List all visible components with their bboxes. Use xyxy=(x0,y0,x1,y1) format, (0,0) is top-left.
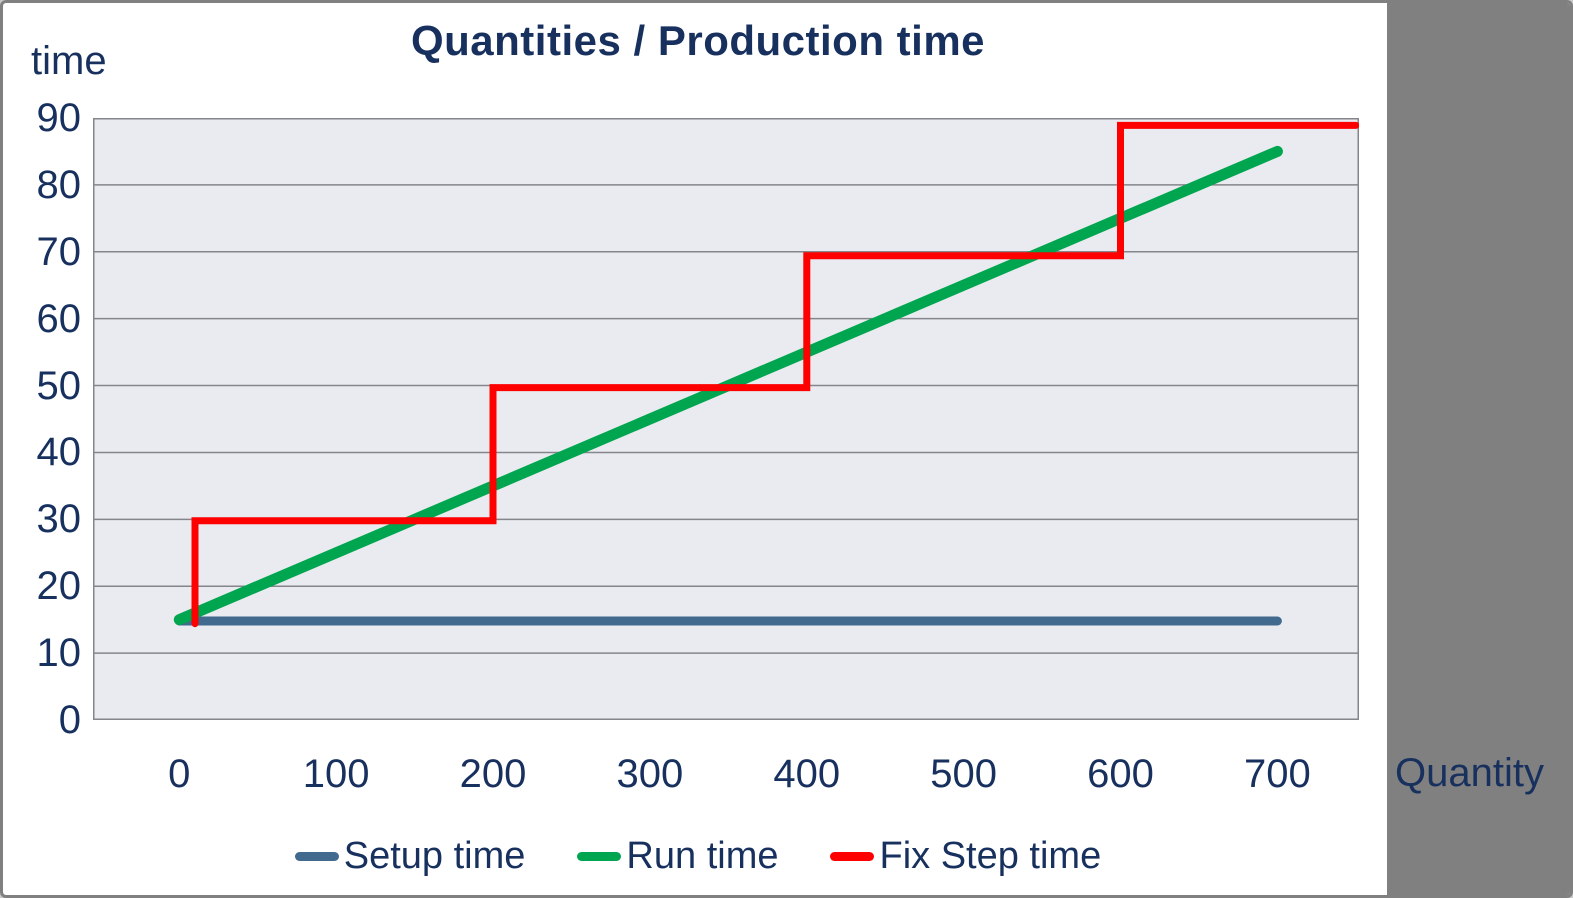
y-tick-label-0: 0 xyxy=(58,698,81,742)
x-tick-label-600: 600 xyxy=(1087,752,1154,796)
y-tick-label-40: 40 xyxy=(36,430,82,475)
x-tick-label-0: 0 xyxy=(168,752,191,796)
right-gray-band xyxy=(1387,3,1570,895)
y-tick-label-80: 80 xyxy=(36,162,82,207)
y-tick-label-50: 50 xyxy=(36,363,82,408)
plot-border xyxy=(93,118,1359,720)
chart-title: Quantities / Production time xyxy=(410,17,986,64)
y-tick-label-30: 30 xyxy=(36,497,82,542)
legend-item-setup-time: Setup time xyxy=(294,835,526,878)
legend-swatch-icon xyxy=(294,852,339,861)
x-tick-label-100: 100 xyxy=(302,752,370,796)
legend-swatch-icon xyxy=(830,852,875,861)
y-tick-label-90: 90 xyxy=(36,96,82,140)
series-line-fix-step-time xyxy=(191,121,1359,628)
legend-label: Run time xyxy=(626,835,779,877)
legend-label: Setup time xyxy=(343,835,526,877)
legend-swatch-icon xyxy=(577,852,622,861)
y-tick-label-20: 20 xyxy=(36,564,82,609)
x-tick-label-700: 700 xyxy=(1244,752,1311,796)
x-axis-title: Quantity xyxy=(1395,751,1544,795)
x-tick-label-500: 500 xyxy=(930,752,998,796)
legend: Setup time Run time Fix Step time xyxy=(3,835,1393,878)
plot-area-svg xyxy=(93,118,1359,720)
x-tick-label-200: 200 xyxy=(459,752,527,796)
x-tick-label-400: 400 xyxy=(773,752,841,796)
y-axis-title: time xyxy=(31,39,107,83)
y-tick-label-60: 60 xyxy=(36,296,82,341)
legend-label: Fix Step time xyxy=(879,835,1102,877)
y-tick-label-70: 70 xyxy=(36,229,82,274)
legend-item-fix-step-time: Fix Step time xyxy=(830,835,1101,878)
y-tick-label-10: 10 xyxy=(36,631,82,676)
plot-background xyxy=(93,118,1359,720)
legend-item-run-time: Run time xyxy=(577,835,778,878)
x-tick-label-300: 300 xyxy=(616,752,684,796)
